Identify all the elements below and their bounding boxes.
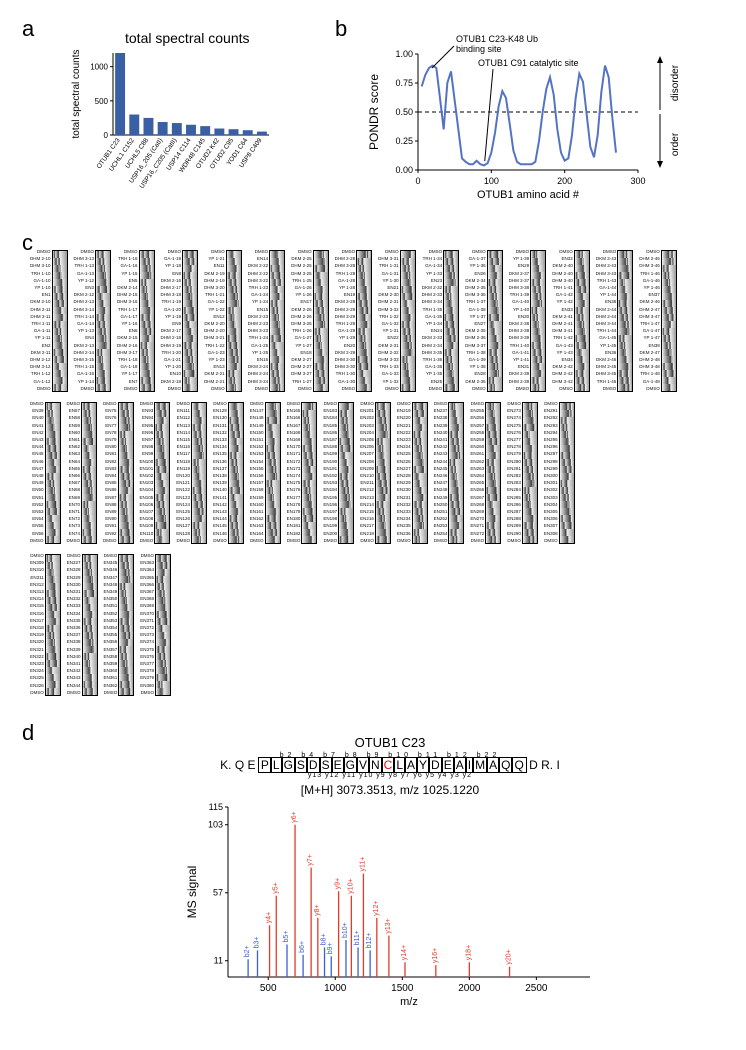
svg-text:OTUB1 C91 catalytic site: OTUB1 C91 catalytic site — [478, 58, 579, 68]
svg-text:0.25: 0.25 — [395, 136, 413, 146]
svg-text:y5+: y5+ — [272, 882, 279, 893]
svg-text:y6+: y6+ — [291, 811, 298, 822]
svg-text:b11+: b11+ — [354, 930, 361, 945]
svg-text:y11+: y11+ — [359, 857, 366, 872]
svg-text:y20+: y20+ — [506, 949, 513, 964]
svg-text:total spectral counts: total spectral counts — [71, 50, 82, 139]
panel-d-sequence: b2 b4 b7 b8 b9 b10 b11 b12 b22K. Q E PLG… — [180, 752, 600, 779]
svg-text:0.75: 0.75 — [395, 78, 413, 88]
svg-text:y13+: y13+ — [385, 918, 392, 933]
svg-text:0: 0 — [415, 176, 420, 186]
svg-text:y12+: y12+ — [373, 900, 380, 915]
svg-text:PONDR score: PONDR score — [367, 74, 381, 150]
panel-b: 0.00 0.25 0.50 0.75 1.00 PONDR score 0 100 200 30… — [360, 30, 690, 200]
svg-text:disorder: disorder — [670, 64, 681, 101]
svg-text:0.50: 0.50 — [395, 107, 413, 117]
panel-d-label: d — [22, 720, 34, 746]
panel-c: DMSODHM 2-10DHM 3-10TRH 1-10GA-1-10YP 1-… — [30, 250, 720, 710]
svg-text:0.00: 0.00 — [395, 165, 413, 175]
svg-text:500: 500 — [260, 983, 277, 994]
svg-text:order: order — [670, 132, 681, 156]
svg-text:2500: 2500 — [525, 983, 548, 994]
svg-text:0: 0 — [104, 131, 109, 140]
panel-a-title: total spectral counts — [125, 30, 250, 46]
svg-text:b3+: b3+ — [253, 937, 260, 949]
svg-text:103: 103 — [208, 820, 223, 830]
svg-text:y8+: y8+ — [314, 904, 321, 915]
panel-a-label: a — [22, 16, 34, 42]
svg-text:OTUB1 C23-K48 Ub: OTUB1 C23-K48 Ub — [456, 34, 538, 44]
panel-a-chart: 05001000total spectral countsOTUB1 C23UC… — [65, 45, 275, 205]
panel-a: total spectral counts 05001000total spec… — [65, 45, 275, 205]
svg-text:b10+: b10+ — [342, 922, 349, 938]
panel-d-spectrum: 11 57 103 115 MS signal 500 1000 1500 2000 2500 m/… — [180, 797, 600, 1007]
svg-text:1000: 1000 — [324, 983, 347, 994]
svg-text:binding site: binding site — [456, 44, 502, 54]
svg-text:500: 500 — [95, 97, 109, 106]
svg-text:b12+: b12+ — [366, 933, 373, 949]
svg-text:b5+: b5+ — [283, 931, 290, 943]
svg-text:MS signal: MS signal — [185, 866, 199, 919]
svg-text:y7+: y7+ — [307, 854, 314, 865]
svg-text:y10+: y10+ — [347, 878, 354, 893]
svg-text:b6+: b6+ — [299, 941, 306, 953]
svg-text:y9+: y9+ — [335, 878, 342, 889]
svg-text:b2+: b2+ — [244, 945, 251, 957]
panel-b-label: b — [335, 16, 347, 42]
svg-text:y4+: y4+ — [266, 912, 273, 923]
svg-text:1000: 1000 — [90, 63, 108, 72]
svg-text:y18+: y18+ — [465, 945, 472, 960]
svg-text:OTUB1 amino acid #: OTUB1 amino acid # — [477, 189, 580, 200]
svg-text:57: 57 — [213, 888, 223, 898]
svg-text:300: 300 — [630, 176, 645, 186]
svg-text:115: 115 — [209, 802, 223, 812]
svg-text:y16+: y16+ — [432, 948, 439, 963]
svg-text:1.00: 1.00 — [395, 49, 413, 59]
panel-d-title: OTUB1 C23 — [180, 735, 600, 750]
svg-text:y14+: y14+ — [401, 945, 408, 960]
svg-text:1500: 1500 — [391, 983, 414, 994]
panel-d-mass: [M+H] 3073.3513, m/z 1025.1220 — [180, 783, 600, 797]
svg-text:100: 100 — [484, 176, 499, 186]
svg-text:b9+: b9+ — [327, 942, 334, 954]
svg-text:m/z: m/z — [400, 996, 418, 1007]
svg-text:200: 200 — [557, 176, 572, 186]
panel-d: OTUB1 C23 b2 b4 b7 b8 b9 b10 b11 b12 b22… — [180, 735, 600, 1025]
svg-text:2000: 2000 — [458, 983, 481, 994]
panel-b-chart: 0.00 0.25 0.50 0.75 1.00 PONDR score 0 100 200 30… — [360, 30, 690, 200]
svg-text:11: 11 — [214, 956, 223, 966]
